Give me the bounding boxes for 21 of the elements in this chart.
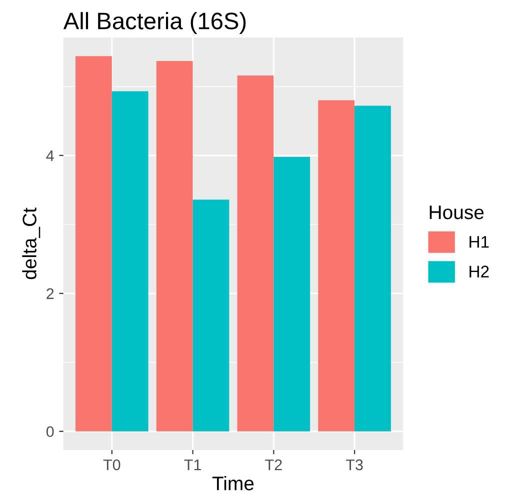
x-tick-label: T0 [103, 459, 120, 470]
legend-label: H2 [470, 266, 489, 278]
x-axis-title: Time [212, 476, 254, 490]
bar [237, 75, 274, 432]
y-axis-title: delta_Ct [22, 208, 40, 280]
bar [192, 200, 230, 432]
bar [76, 56, 112, 432]
bar [318, 100, 355, 432]
bar [274, 156, 310, 432]
x-tick-label: T3 [346, 459, 363, 470]
chart-title: All Bacteria (16S) [63, 12, 246, 34]
legend-label: H1 [470, 236, 489, 248]
x-tick-label: T2 [265, 459, 282, 470]
legend-title: House [430, 206, 484, 220]
bar [354, 106, 391, 432]
x-tick-label: T1 [184, 460, 201, 470]
y-tick-label: 4 [46, 150, 54, 161]
bar [112, 91, 148, 432]
y-tick-label: 0 [46, 426, 54, 438]
y-tick-label: 2 [46, 288, 54, 299]
bar [156, 60, 193, 432]
